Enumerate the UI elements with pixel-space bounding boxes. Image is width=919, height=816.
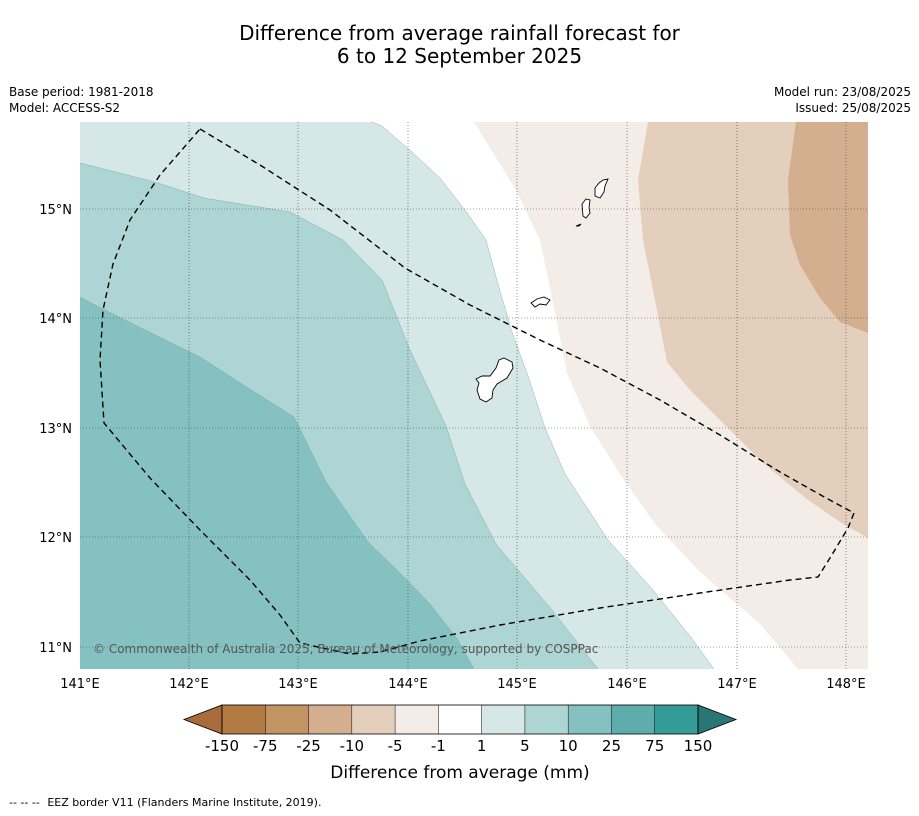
lon-tick-labels: 141°E 142°E 143°E 144°E 145°E 146°E 147°… [60,677,866,692]
lon-tick-147: 147°E [717,677,757,692]
legend-tick-label: -25 [296,737,321,755]
title-line-1: Difference from average rainfall forecas… [239,21,680,45]
title-line-2: 6 to 12 September 2025 [336,44,583,68]
legend-tick-label: -150 [205,737,239,755]
rota-island [530,296,551,308]
lat-tick-12: 12°N [39,531,72,546]
lon-tick-142: 142°E [169,677,209,692]
legend-swatch [395,705,439,734]
legend-label: Difference from average (mm) [330,763,589,783]
copyright-text: © Commonwealth of Australia 2025, Bureau… [93,642,598,656]
legend-tick-label: 25 [602,737,621,755]
legend-tick-label: -1 [431,737,446,755]
lat-tick-labels: 15°N 14°N 13°N 12°N 11°N [39,203,72,656]
lat-tick-14: 14°N [39,312,72,327]
legend-swatch [611,705,655,734]
model-info: Base period: 1981-2018 Model: ACCESS-S2 [9,84,154,116]
legend-tick-labels: -150 -75 -25 -10 -5 -1 1 5 10 25 75 150 [205,737,712,755]
lat-tick-15: 15°N [39,203,72,218]
issued-text: Issued: 25/08/2025 [795,101,911,115]
base-period-text: Base period: 1981-2018 [9,85,154,99]
legend-tick-label: 5 [520,737,530,755]
legend-swatch [524,705,569,734]
lon-tick-141: 141°E [60,677,100,692]
legend-swatch [481,705,525,734]
lon-tick-143: 143°E [278,677,318,692]
legend-extend-low [182,704,223,735]
legend-tick-label: 75 [645,737,664,755]
guam-island [475,357,514,403]
legend-swatch [308,705,352,734]
lon-tick-146: 146°E [607,677,647,692]
eez-dash-symbol: -- -- -- [9,796,40,809]
gridlines [80,122,868,669]
lon-tick-145: 145°E [497,677,537,692]
page-title: Difference from average rainfall forecas… [0,22,919,68]
legend-tick-label: 10 [559,737,578,755]
eez-footnote: -- -- -- EEZ border V11 (Flanders Marine… [9,796,321,809]
rainfall-map: © Commonwealth of Australia 2025, Bureau… [39,122,868,783]
legend-tick-label: -75 [253,737,278,755]
legend-swatch [568,705,612,734]
zone-10-to-25 [80,297,474,669]
zone-minus25-to-minus10 [788,122,868,333]
legend-swatch [654,705,698,734]
lon-tick-144: 144°E [388,677,428,692]
eez-note-text: EEZ border V11 (Flanders Marine Institut… [47,796,322,809]
lat-tick-11: 11°N [39,641,72,656]
legend-swatch [222,705,266,734]
legend-extend-high [697,704,738,735]
lon-tick-148: 148°E [826,677,866,692]
tinian-island [581,198,591,219]
model-run-text: Model run: 23/08/2025 [773,85,911,99]
legend-swatch [438,705,482,734]
legend-swatch [351,705,396,734]
legend-tick-label: 150 [684,737,713,755]
saipan-island [594,178,609,199]
aguijan-island [575,223,582,227]
lat-tick-13: 13°N [39,422,72,437]
run-info: Model run: 23/08/2025 Issued: 25/08/2025 [774,84,911,116]
legend-tick-label: -5 [388,737,403,755]
islands [475,178,609,403]
legend-colorbar [182,704,738,735]
legend-swatch [265,705,309,734]
map-frame [80,122,868,669]
eez-border [99,128,855,655]
legend-tick-label: 1 [477,737,487,755]
model-name-text: Model: ACCESS-S2 [9,101,121,115]
legend-tick-label: -10 [340,737,365,755]
